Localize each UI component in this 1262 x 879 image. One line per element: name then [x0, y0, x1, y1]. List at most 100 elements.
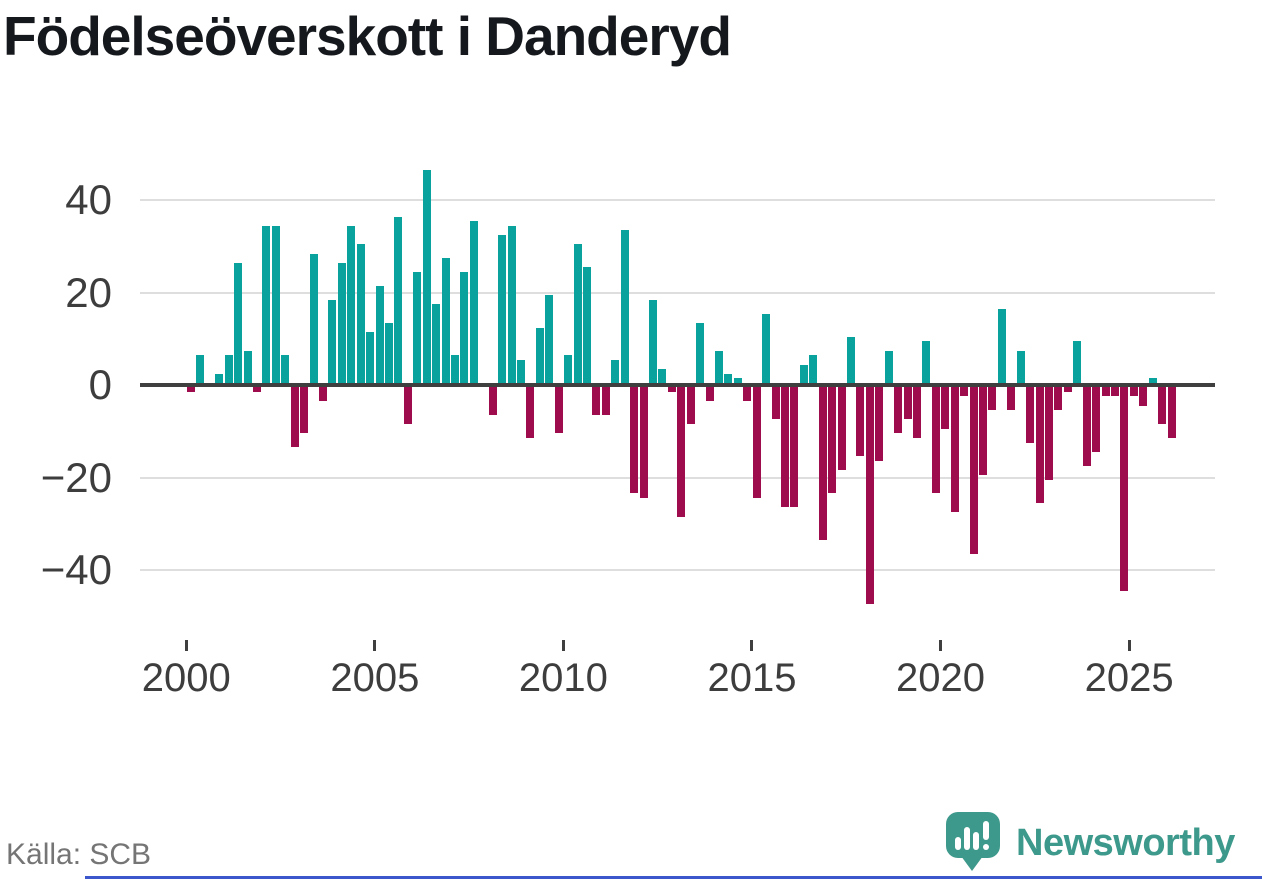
- bar-positive: [262, 225, 271, 383]
- x-axis-label: 2000: [141, 656, 231, 700]
- bar-negative: [630, 387, 639, 494]
- bar-negative: [252, 387, 261, 392]
- bar-negative: [894, 387, 903, 434]
- bar-positive: [394, 216, 403, 383]
- bar-positive: [1016, 350, 1025, 383]
- y-axis-label: −40: [40, 546, 112, 593]
- x-axis-tick: [750, 640, 754, 651]
- mini-bar-icon: [955, 837, 961, 850]
- newsworthy-logo: Newsworthy: [946, 812, 1235, 874]
- bar-negative: [856, 387, 865, 457]
- footer-accent-strip: [85, 876, 1262, 879]
- bar-negative: [554, 387, 563, 434]
- mini-bar-icon: [964, 827, 970, 850]
- bar-negative: [318, 387, 327, 401]
- x-axis-label: 2020: [896, 656, 986, 700]
- bar-positive: [224, 355, 233, 383]
- x-axis-tick: [561, 640, 565, 651]
- bar-negative: [931, 387, 940, 494]
- bar-negative: [1007, 387, 1016, 411]
- bar-negative: [1092, 387, 1101, 452]
- bar-positive: [573, 244, 582, 383]
- bar-positive: [422, 170, 431, 383]
- bar-positive: [215, 373, 224, 383]
- bar-positive: [196, 355, 205, 383]
- x-axis-tick: [184, 640, 188, 651]
- bar-positive: [366, 332, 375, 383]
- bar-positive: [309, 253, 318, 383]
- bar-positive: [347, 225, 356, 383]
- exclamation-icon: [983, 821, 989, 840]
- bar-positive: [535, 327, 544, 383]
- bar-positive: [356, 244, 365, 383]
- x-axis-label: 2015: [707, 656, 797, 700]
- bar-positive: [714, 350, 723, 383]
- bar-positive: [733, 378, 742, 383]
- bar-positive: [507, 225, 516, 383]
- chart-title: Födelseöverskott i Danderyd: [3, 5, 732, 67]
- bar-negative: [686, 387, 695, 424]
- x-axis-tick: [1127, 640, 1131, 651]
- bar-negative: [1044, 387, 1053, 480]
- y-axis-label: −20: [40, 453, 112, 501]
- bar-positive: [516, 359, 525, 383]
- bar-negative: [639, 387, 648, 498]
- bar-negative: [1129, 387, 1138, 397]
- y-gridline: [140, 291, 1215, 294]
- y-axis-label: 40: [65, 176, 112, 223]
- bar-negative: [818, 387, 827, 540]
- bar-negative: [488, 387, 497, 415]
- bar-positive: [469, 221, 478, 383]
- x-axis-tick: [373, 640, 377, 651]
- y-gridline: [140, 569, 1215, 571]
- bar-positive: [413, 272, 422, 383]
- bar-negative: [969, 387, 978, 554]
- bar-negative: [403, 387, 412, 424]
- bar-positive: [997, 309, 1006, 383]
- x-axis-label: 2025: [1084, 656, 1174, 700]
- bar-negative: [950, 387, 959, 512]
- bar-negative: [912, 387, 921, 438]
- bar-negative: [960, 387, 969, 397]
- y-axis-label: 20: [65, 268, 112, 316]
- bar-negative: [875, 387, 884, 461]
- bar-positive: [432, 304, 441, 383]
- y-axis-label: 0: [88, 361, 112, 408]
- bar-positive: [545, 295, 554, 383]
- bar-positive: [762, 313, 771, 383]
- bar-negative: [601, 387, 610, 415]
- bar-negative: [677, 387, 686, 517]
- newsworthy-logo-icon: [946, 812, 1000, 874]
- bar-negative: [903, 387, 912, 420]
- bar-positive: [1148, 378, 1157, 383]
- bar-negative: [780, 387, 789, 508]
- bar-negative: [865, 387, 874, 605]
- bar-negative: [941, 387, 950, 429]
- bar-positive: [696, 322, 705, 383]
- bar-negative: [1101, 387, 1110, 397]
- bar-negative: [526, 387, 535, 438]
- bar-positive: [450, 355, 459, 383]
- bar-negative: [771, 387, 780, 420]
- bar-positive: [846, 336, 855, 383]
- bar-positive: [809, 355, 818, 383]
- bar-negative: [743, 387, 752, 401]
- bar-negative: [705, 387, 714, 401]
- bar-positive: [1073, 341, 1082, 383]
- bar-positive: [582, 267, 591, 383]
- bar-negative: [1054, 387, 1063, 411]
- bar-positive: [328, 299, 337, 383]
- bar-negative: [300, 387, 309, 434]
- y-gridline: [140, 199, 1215, 201]
- bar-positive: [799, 364, 808, 383]
- bar-negative: [1035, 387, 1044, 503]
- bar-negative: [1120, 387, 1129, 591]
- bar-positive: [724, 373, 733, 383]
- bar-positive: [234, 262, 243, 383]
- bar-negative: [752, 387, 761, 498]
- bar-positive: [441, 258, 450, 383]
- bar-negative: [667, 387, 676, 392]
- bar-positive: [460, 272, 469, 383]
